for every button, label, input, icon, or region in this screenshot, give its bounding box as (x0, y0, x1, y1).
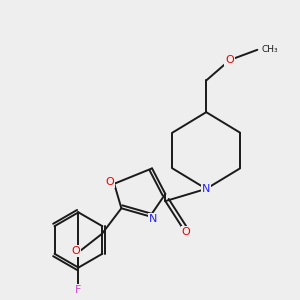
Text: O: O (71, 246, 80, 256)
Text: O: O (105, 177, 114, 187)
Text: O: O (182, 227, 190, 237)
Text: O: O (225, 55, 234, 65)
Text: N: N (202, 184, 210, 194)
Text: CH₃: CH₃ (261, 45, 278, 54)
Text: N: N (149, 214, 157, 224)
Text: F: F (75, 285, 82, 295)
